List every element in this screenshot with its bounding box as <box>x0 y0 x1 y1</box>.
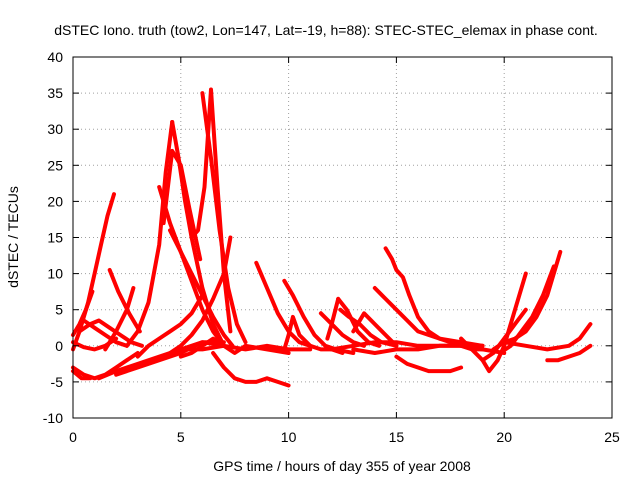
x-tick-label: 0 <box>69 429 77 445</box>
x-tick-labels: 0 5 10 15 20 25 <box>69 429 620 445</box>
y-tick-label: 25 <box>47 157 63 173</box>
series-31 <box>351 311 399 348</box>
x-axis-label: GPS time / hours of day 355 of year 2008 <box>213 458 471 474</box>
series-39 <box>491 249 563 352</box>
y-tick-label: 10 <box>47 266 63 282</box>
y-tick-label: 5 <box>55 302 63 318</box>
series-22 <box>211 351 291 388</box>
series-3 <box>71 289 95 337</box>
x-tick-label: 25 <box>604 429 620 445</box>
series-23 <box>178 343 313 352</box>
y-tick-label: 35 <box>47 85 63 101</box>
series-18 <box>200 91 248 345</box>
y-tick-label: 30 <box>47 121 63 137</box>
series-24 <box>254 260 345 355</box>
series-32 <box>372 286 485 348</box>
chart-title: dSTEC Iono. truth (tow2, Lon=147, Lat=-1… <box>54 22 598 38</box>
series-34 <box>394 354 464 374</box>
series-28 <box>325 296 341 341</box>
series-35 <box>329 340 507 355</box>
series-40 <box>497 264 556 355</box>
y-tick-label: 40 <box>47 49 63 65</box>
series-36 <box>351 343 485 355</box>
series-37 <box>459 271 528 374</box>
series-38 <box>480 307 528 363</box>
series-layer <box>71 87 593 388</box>
y-tick-labels: -10 -5 0 5 10 15 20 25 30 35 40 <box>43 49 63 426</box>
tick-marks <box>72 56 613 419</box>
y-tick-label: -5 <box>51 374 64 390</box>
series-41 <box>502 322 593 352</box>
series-5 <box>71 369 93 381</box>
series-15 <box>161 148 203 262</box>
y-tick-label: 0 <box>55 338 63 354</box>
y-tick-label: -10 <box>43 410 63 426</box>
y-axis-label: dSTEC / TECUs <box>5 186 21 288</box>
series-20 <box>168 235 233 355</box>
series-14 <box>157 185 226 348</box>
series-7 <box>107 268 142 334</box>
x-tick-label: 10 <box>281 429 297 445</box>
y-tick-label: 15 <box>47 230 63 246</box>
x-tick-label: 20 <box>496 429 512 445</box>
y-tick-label: 20 <box>47 193 63 209</box>
series-42 <box>545 343 593 363</box>
x-tick-label: 15 <box>389 429 405 445</box>
series-19 <box>135 293 205 359</box>
series-12 <box>124 120 175 348</box>
x-tick-label: 5 <box>177 429 185 445</box>
series-26 <box>282 314 313 352</box>
series-9 <box>81 318 129 348</box>
series-33 <box>383 246 485 352</box>
